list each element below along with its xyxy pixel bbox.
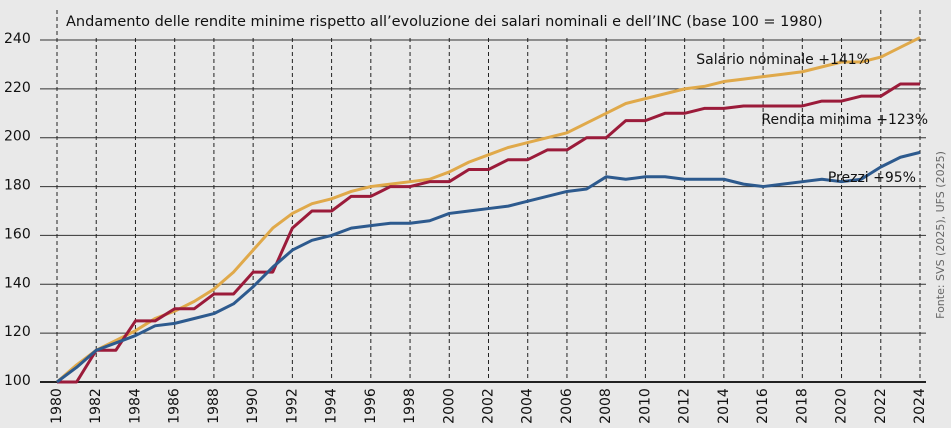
series-label: Salario nominale +141% — [696, 52, 870, 68]
x-tick-label: 1994 — [324, 388, 340, 424]
x-tick-label: 2016 — [755, 388, 771, 424]
x-tick-label: 2014 — [716, 388, 732, 424]
series-label: Rendita minima +123% — [761, 112, 928, 128]
x-tick-label: 2002 — [481, 388, 497, 424]
x-tick-label: 1990 — [245, 388, 261, 424]
series-line — [56, 36, 921, 384]
x-tick-label: 2018 — [794, 388, 810, 424]
y-tick-label: 160 — [4, 226, 31, 242]
y-tick-label: 140 — [4, 275, 31, 291]
x-tick-label: 1984 — [127, 388, 143, 424]
y-tick-label: 200 — [4, 129, 31, 145]
y-tick-label: 240 — [4, 31, 31, 47]
x-tick-label: 2024 — [912, 388, 928, 424]
x-tick-label: 2004 — [520, 388, 536, 424]
series-label: Prezzi +95% — [828, 170, 916, 186]
x-tick-label: 1998 — [402, 388, 418, 424]
series-line — [56, 150, 921, 384]
x-tick-label: 2006 — [559, 388, 575, 424]
chart-title: Andamento delle rendite minime rispetto … — [66, 14, 823, 30]
x-tick-label: 2012 — [677, 388, 693, 424]
series-line — [57, 82, 920, 384]
x-tick-label: 1996 — [363, 388, 379, 424]
y-tick-label: 180 — [4, 178, 31, 194]
source: Fonte: SVS (2025), UFS (2025) — [934, 151, 947, 319]
x-tick-label: 2000 — [441, 388, 457, 424]
grid — [40, 10, 926, 383]
x-tick-label: 2022 — [873, 388, 889, 424]
x-tick-label: 2010 — [637, 388, 653, 424]
x-tick-label: 2020 — [834, 388, 850, 424]
x-tick-label: 1986 — [167, 388, 183, 424]
x-tick-label: 1980 — [49, 388, 65, 424]
y-tick-label: 100 — [4, 373, 31, 389]
x-tick-label: 1988 — [206, 388, 222, 424]
title-box — [60, 10, 860, 36]
x-tick-label: 1982 — [88, 388, 104, 424]
y-tick-label: 220 — [4, 80, 31, 96]
x-tick-label: 1992 — [284, 388, 300, 424]
x-tick-label: 2008 — [598, 388, 614, 424]
y-tick-label: 120 — [4, 324, 31, 340]
